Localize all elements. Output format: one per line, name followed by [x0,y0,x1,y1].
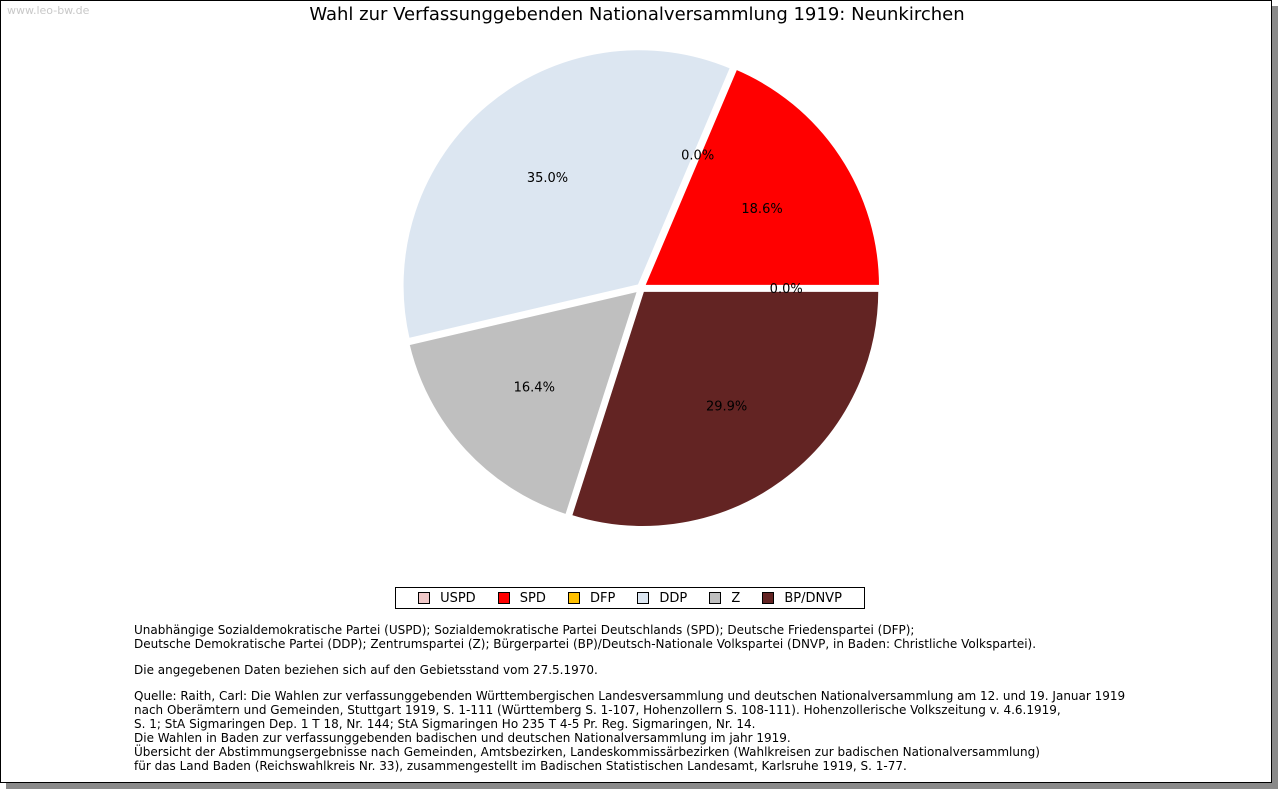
legend-label-z: Z [731,590,741,606]
chart-title: Wahl zur Verfassunggebenden Nationalvers… [309,4,965,25]
legend-item-uspd: USPD [418,591,476,606]
legend-swatch-ddp [637,592,650,604]
legend-label-uspd: USPD [440,590,476,606]
legend-item-bp-dnvp: BP/DNVP [762,591,842,606]
chart-legend: USPD SPD DFP DDP Z BP/DNVP [395,587,865,609]
note-territory: Die angegebenen Daten beziehen sich auf … [134,663,598,677]
pie-slice-spd [641,66,883,288]
legend-label-bp-dnvp: BP/DNVP [784,590,842,606]
legend-label-spd: SPD [519,590,546,606]
notes: Unabhängige Sozialdemokratische Partei (… [134,623,1254,773]
pie-label-z: 16.4% [514,380,555,395]
legend-item-z: Z [709,591,740,606]
note-source-line-2: nach Oberämtern und Gemeinden, Stuttgart… [134,703,1061,717]
note-source-line-1: Quelle: Raith, Carl: Die Wahlen zur verf… [134,689,1126,703]
pie-slice-ddp [400,47,734,342]
pie-label-bp-dnvp: 29.9% [706,399,747,414]
legend-item-spd: SPD [497,590,546,606]
pie-slice-z [406,287,642,518]
pie-label-dfp: 0.0% [681,148,714,163]
note-source-line-4: Die Wahlen in Baden zur verfassunggebend… [134,731,791,745]
legend-item-dfp: DFP [567,590,616,606]
pie-label-ddp: 35.0% [527,171,568,186]
legend-swatch-dfp [567,592,580,604]
note-source-line-6: für das Land Baden (Reichswahlkreis Nr. … [134,759,907,773]
pie-label-uspd: 0.0% [770,282,803,297]
note-abbreviations-line-1: Unabhängige Sozialdemokratische Partei (… [134,623,915,637]
legend-swatch-uspd [418,592,431,604]
pie-chart: 0.0% 18.6% 0.0% 35.0% 16.4% 29.9% [400,47,883,529]
legend-label-dfp: DFP [589,590,616,606]
note-abbreviations-line-2: Deutsche Demokratische Partei (DDP); Zen… [134,637,1037,651]
legend-swatch-z [709,592,722,604]
note-source-line-3: S. 1; StA Sigmaringen Dep. 1 T 18, Nr. 1… [134,717,756,731]
legend-swatch-bp-dnvp [762,592,775,604]
watermark: www.leo-bw.de [7,4,90,17]
legend-label-ddp: DDP [659,590,688,606]
note-source-line-5: Übersicht der Abstimmungsergebnisse nach… [134,745,1040,759]
legend-item-ddp: DDP [637,591,687,606]
pie-slice-bp-dnvp [568,288,882,529]
legend-swatch-spd [497,592,510,604]
pie-label-spd: 18.6% [741,202,782,217]
